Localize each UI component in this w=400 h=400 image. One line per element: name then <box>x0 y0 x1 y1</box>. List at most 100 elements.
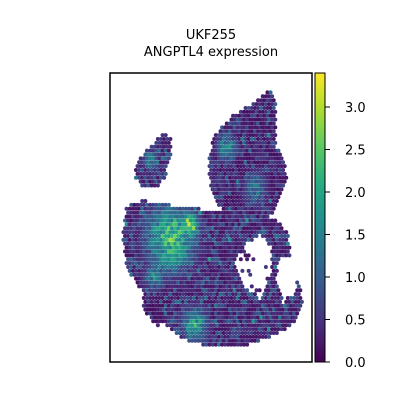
spot <box>237 323 242 328</box>
spot <box>216 156 221 161</box>
spot <box>263 327 268 332</box>
spot <box>151 288 156 293</box>
spot <box>137 261 142 266</box>
spot <box>165 230 170 235</box>
spot <box>195 327 200 332</box>
spot <box>182 272 187 277</box>
spot <box>251 171 256 176</box>
spot <box>176 288 181 293</box>
spot <box>179 241 184 246</box>
spot <box>188 226 193 231</box>
spot <box>149 206 154 211</box>
spot <box>265 105 270 110</box>
spot <box>137 214 142 219</box>
spot <box>273 303 278 308</box>
spot <box>143 175 148 180</box>
spot <box>160 288 165 293</box>
spot <box>169 280 174 285</box>
spot <box>265 276 270 281</box>
spot <box>232 342 237 347</box>
spot <box>273 319 278 324</box>
spot <box>151 272 156 277</box>
spot <box>184 253 189 258</box>
spot <box>160 164 165 169</box>
spot <box>209 276 214 281</box>
spot <box>246 121 251 126</box>
spot <box>213 218 218 223</box>
spot <box>235 319 240 324</box>
spot <box>157 202 162 207</box>
spot <box>140 276 145 281</box>
spot <box>151 148 156 153</box>
spot <box>223 249 228 254</box>
spot <box>237 191 242 196</box>
spot <box>162 175 167 180</box>
spot <box>279 296 284 301</box>
spot <box>205 214 210 219</box>
spot <box>295 288 300 293</box>
spot <box>227 175 232 180</box>
spot <box>281 230 286 235</box>
spot <box>163 280 168 285</box>
spot <box>245 171 250 176</box>
spot <box>218 199 223 204</box>
spot <box>127 261 132 266</box>
spot <box>267 241 272 246</box>
spot <box>274 168 279 173</box>
spot <box>263 218 268 223</box>
spot <box>220 319 225 324</box>
spot <box>163 148 168 153</box>
spot <box>257 171 262 176</box>
spot <box>287 299 292 304</box>
spot <box>254 179 259 184</box>
spot <box>223 233 228 238</box>
spot <box>188 218 193 223</box>
spot <box>226 156 231 161</box>
spot <box>268 113 273 118</box>
spot <box>209 175 214 180</box>
spot <box>254 171 259 176</box>
spot <box>124 253 129 258</box>
spot <box>191 249 196 254</box>
spot <box>218 315 223 320</box>
spot <box>240 237 245 242</box>
spot <box>248 109 253 114</box>
spot <box>232 210 237 215</box>
spot <box>146 253 151 258</box>
spot <box>154 171 159 176</box>
spot <box>152 268 157 273</box>
spot <box>267 218 272 223</box>
spot <box>251 156 256 161</box>
spot <box>218 183 223 188</box>
spot <box>282 249 287 254</box>
spot <box>265 222 270 227</box>
spot <box>149 245 154 250</box>
spot <box>281 307 286 312</box>
spot <box>173 288 178 293</box>
spot <box>195 303 200 308</box>
spot <box>195 280 200 285</box>
spot <box>231 315 236 320</box>
spot <box>229 125 234 130</box>
spot <box>174 307 179 312</box>
spot <box>146 245 151 250</box>
spot <box>176 280 181 285</box>
spot <box>152 237 157 242</box>
spot <box>162 253 167 258</box>
spot <box>248 233 253 238</box>
spot <box>245 334 250 339</box>
spot <box>259 183 264 188</box>
spot <box>257 164 262 169</box>
spot <box>251 327 256 332</box>
spot <box>212 144 217 149</box>
spot <box>143 160 148 165</box>
spot <box>224 121 229 126</box>
spot <box>162 136 167 141</box>
spot <box>160 272 165 277</box>
spot <box>160 133 165 138</box>
spot <box>241 164 246 169</box>
spot <box>179 226 184 231</box>
spot <box>204 265 209 269</box>
spot <box>254 296 259 301</box>
spot <box>154 202 159 207</box>
